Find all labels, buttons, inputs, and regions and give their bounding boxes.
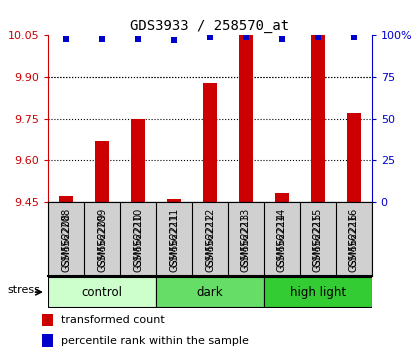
- Text: GSM562216: GSM562216: [349, 208, 359, 267]
- Point: [171, 38, 177, 43]
- Bar: [275, 193, 289, 202]
- Text: percentile rank within the sample: percentile rank within the sample: [61, 336, 249, 346]
- Bar: [59, 196, 74, 202]
- Bar: [264, 277, 372, 307]
- Bar: [48, 277, 156, 307]
- Title: GDS3933 / 258570_at: GDS3933 / 258570_at: [131, 19, 289, 33]
- Bar: [311, 35, 325, 202]
- Bar: [156, 277, 264, 307]
- Text: GSM562212: GSM562212: [205, 213, 215, 272]
- Text: GSM562212: GSM562212: [205, 208, 215, 267]
- Text: GSM562214: GSM562214: [277, 213, 287, 272]
- Text: GSM562209: GSM562209: [97, 213, 107, 272]
- Point: [99, 36, 105, 41]
- Point: [350, 34, 357, 40]
- Point: [243, 34, 249, 40]
- Bar: [346, 113, 361, 202]
- Bar: [131, 119, 145, 202]
- Text: GSM562215: GSM562215: [313, 213, 323, 272]
- Text: GSM562208: GSM562208: [61, 213, 71, 272]
- Text: control: control: [82, 286, 123, 298]
- Bar: [239, 35, 253, 202]
- Point: [278, 36, 285, 41]
- Text: dark: dark: [197, 286, 223, 298]
- Bar: [42, 314, 52, 326]
- Point: [207, 34, 213, 40]
- Text: GSM562213: GSM562213: [241, 213, 251, 272]
- Text: GSM562210: GSM562210: [133, 208, 143, 267]
- Point: [135, 36, 142, 41]
- Text: GSM562213: GSM562213: [241, 208, 251, 267]
- Text: GSM562211: GSM562211: [169, 208, 179, 267]
- Text: GSM562208: GSM562208: [61, 208, 71, 267]
- Text: GSM562214: GSM562214: [277, 208, 287, 267]
- Bar: [95, 141, 109, 202]
- Point: [315, 34, 321, 40]
- Text: high light: high light: [290, 286, 346, 298]
- Text: stress: stress: [7, 285, 40, 296]
- Text: transformed count: transformed count: [61, 315, 165, 325]
- Bar: [42, 334, 52, 347]
- Text: GSM562210: GSM562210: [133, 213, 143, 272]
- Text: GSM562211: GSM562211: [169, 213, 179, 272]
- Point: [63, 36, 70, 41]
- Bar: [203, 82, 217, 202]
- Bar: [167, 199, 181, 202]
- Text: GSM562209: GSM562209: [97, 208, 107, 267]
- Text: GSM562216: GSM562216: [349, 213, 359, 272]
- Text: GSM562215: GSM562215: [313, 208, 323, 267]
